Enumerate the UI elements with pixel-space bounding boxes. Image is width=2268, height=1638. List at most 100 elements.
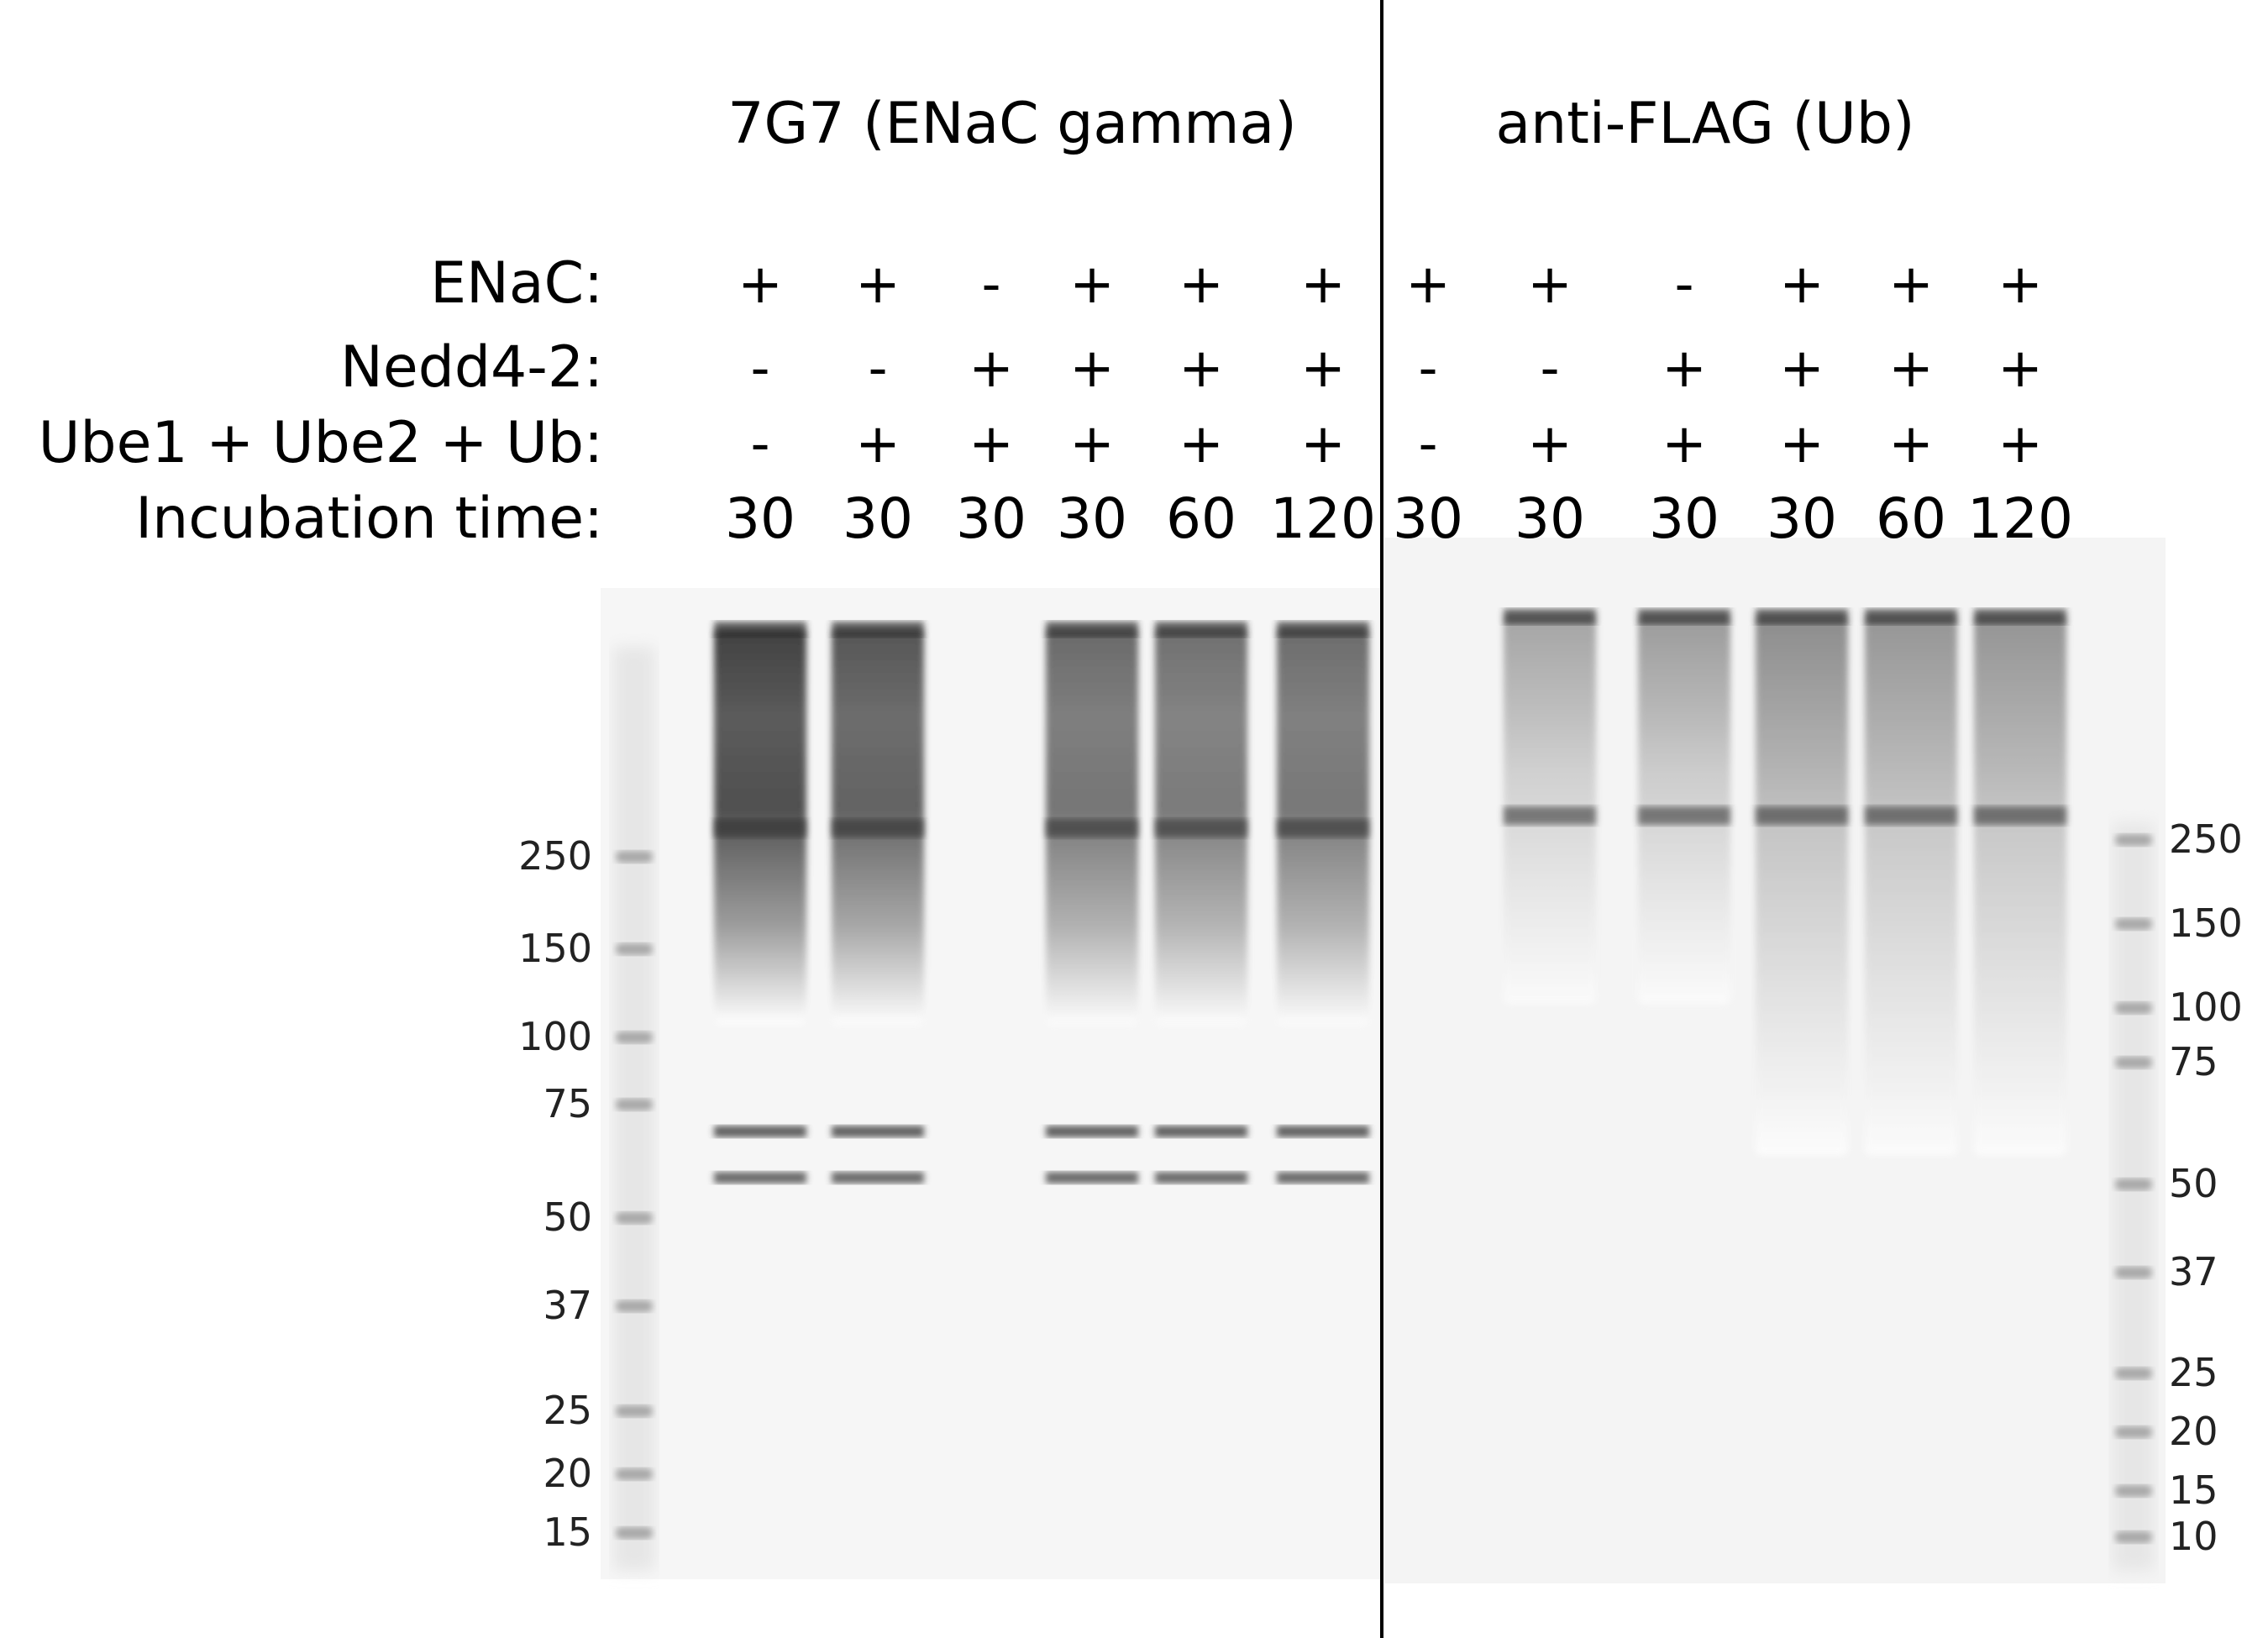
ladder-band: [616, 1212, 653, 1224]
lane-1-2-ube-sign: +: [855, 413, 900, 475]
ladder-band: [616, 943, 653, 955]
lane-1-5-enac-sign: +: [1179, 254, 1224, 316]
band-high-mw: [1046, 819, 1138, 837]
lane-1-3-enac-sign: -: [981, 254, 1000, 316]
mw-label-2-250: 250: [2169, 816, 2243, 862]
ladder-band: [2115, 1368, 2152, 1379]
lane-1-5-ube-sign: +: [1179, 413, 1224, 475]
lane-1-3-ube-sign: +: [969, 413, 1014, 475]
row-label-nedd: Nedd4-2:: [340, 334, 603, 401]
band-55kda: [1155, 1172, 1247, 1184]
lane-1-1-ube-sign: -: [750, 413, 769, 475]
mw-label-2-37: 37: [2169, 1249, 2218, 1294]
lane-smear: [1974, 617, 2066, 1155]
lane-1-4-enac-sign: +: [1069, 254, 1115, 316]
lane-2-6-enac-sign: +: [1998, 254, 2043, 316]
ladder-2: [2113, 823, 2155, 1571]
mw-label-1-15: 15: [543, 1509, 592, 1555]
lane-2-1-enac-sign: +: [1405, 254, 1451, 316]
mw-label-2-25: 25: [2169, 1350, 2218, 1395]
lane-1-5-time: 60: [1166, 486, 1236, 551]
band-65kda: [714, 1126, 806, 1137]
ladder-band: [616, 1527, 653, 1539]
lane-2-3-time: 30: [1649, 486, 1719, 551]
lane-smear: [1865, 617, 1957, 1155]
lane-1-1-enac-sign: +: [738, 254, 783, 316]
lane-2-3-nedd-sign: +: [1662, 338, 1707, 400]
band-55kda: [832, 1172, 924, 1184]
panel-title-right: anti-FLAG (Ub): [1495, 91, 1914, 157]
lane-1-6-nedd-sign: +: [1300, 338, 1346, 400]
band-65kda: [1046, 1126, 1138, 1137]
lane-2-1-time: 30: [1393, 486, 1463, 551]
lane-1-6-enac-sign: +: [1300, 254, 1346, 316]
band-65kda: [832, 1126, 924, 1137]
lane-smear-body: [1756, 617, 1848, 1155]
band-65kda: [1277, 1126, 1369, 1137]
lane-smear-body: [1865, 617, 1957, 1155]
ladder-band: [2115, 1002, 2152, 1014]
well-edge: [832, 622, 924, 637]
ladder-band: [2115, 1267, 2152, 1278]
lane-1-5-nedd-sign: +: [1179, 338, 1224, 400]
ladders: [613, 647, 2155, 1571]
lane-2-2-ube-sign: +: [1527, 413, 1572, 475]
row-label-time: Incubation time:: [135, 486, 603, 552]
lane-2-2-enac-sign: +: [1527, 254, 1572, 316]
ladder-band: [616, 1300, 653, 1312]
mw-label-2-20: 20: [2169, 1409, 2218, 1454]
well-edge: [1504, 609, 1596, 624]
lane-2-4-enac-sign: +: [1779, 254, 1824, 316]
ladder-band: [2115, 1426, 2152, 1438]
ladder-band: [616, 851, 653, 863]
lane-2-5-nedd-sign: +: [1888, 338, 1934, 400]
lane-2-4-time: 30: [1767, 486, 1837, 551]
well-edge: [1865, 609, 1957, 624]
band-high-mw: [1756, 806, 1848, 825]
lane-1-1-time: 30: [725, 486, 795, 551]
mw-label-1-250: 250: [518, 833, 592, 879]
well-edge: [1756, 609, 1848, 624]
lane-1-4-nedd-sign: +: [1069, 338, 1115, 400]
row-label-ube: Ube1 + Ube2 + Ub:: [39, 410, 603, 476]
ladder-band: [2115, 1485, 2152, 1497]
mw-label-1-37: 37: [543, 1283, 592, 1328]
lane-2-5-ube-sign: +: [1888, 413, 1934, 475]
lane-1-6-ube-sign: +: [1300, 413, 1346, 475]
lane-1-3-time: 30: [956, 486, 1026, 551]
mw-label-1-100: 100: [518, 1014, 592, 1059]
lane-2-4-nedd-sign: +: [1779, 338, 1824, 400]
ladder-band: [2115, 834, 2152, 846]
lane-2-6-time: 120: [1967, 486, 2073, 551]
ladder-band: [616, 1099, 653, 1110]
band-high-mw: [1865, 806, 1957, 825]
lane-1-2-time: 30: [843, 486, 913, 551]
row-label-enac: ENaC:: [430, 250, 603, 317]
band-high-mw: [1504, 806, 1596, 825]
lane-2-2-nedd-sign: -: [1540, 338, 1559, 400]
band-high-mw: [832, 819, 924, 837]
well-edge: [714, 622, 806, 637]
ladder-band: [2115, 1057, 2152, 1068]
ladder-band: [2115, 918, 2152, 930]
mw-label-1-50: 50: [543, 1194, 592, 1240]
band-high-mw: [714, 819, 806, 837]
lane-1-6-time: 120: [1270, 486, 1376, 551]
condition-marks: + - - 30 + - +30 - + +30 + + +30 + + +60 + + +120 + - - 30 + - +3…: [725, 254, 2073, 551]
lane-2-5-enac-sign: +: [1888, 254, 1934, 316]
band-high-mw: [1638, 806, 1730, 825]
well-edge: [1046, 622, 1138, 637]
lane-1-4-time: 30: [1057, 486, 1127, 551]
lane-2-1-ube-sign: -: [1418, 413, 1437, 475]
band-high-mw: [1974, 806, 2066, 825]
ladder-band: [2115, 1531, 2152, 1543]
band-55kda: [1277, 1172, 1369, 1184]
lane-1-2-nedd-sign: -: [868, 338, 887, 400]
lane-2-6-nedd-sign: +: [1998, 338, 2043, 400]
lane-1-1-nedd-sign: -: [750, 338, 769, 400]
ladder-band: [616, 1405, 653, 1417]
band-high-mw: [1155, 819, 1247, 837]
well-edge: [1974, 609, 2066, 624]
lane-2-1-nedd-sign: -: [1418, 338, 1437, 400]
